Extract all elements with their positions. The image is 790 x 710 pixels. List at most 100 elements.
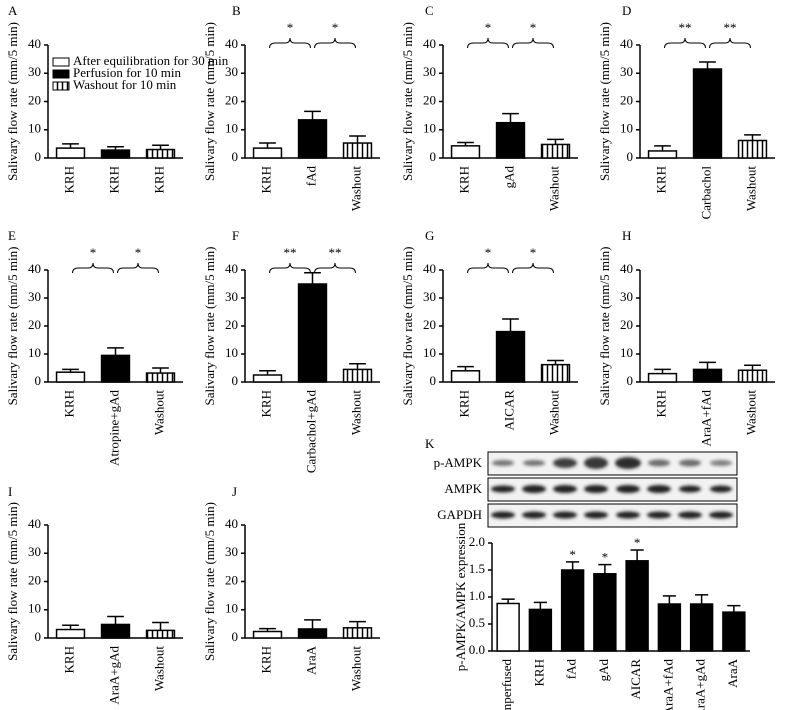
x-tick-label: Washout [743, 390, 758, 436]
bar [625, 560, 649, 652]
bar [692, 68, 723, 159]
y-tick-label: 0 [430, 373, 437, 388]
western-blot [487, 451, 738, 528]
x-tick-label: KRH [456, 390, 471, 417]
panel-label: H [622, 228, 631, 243]
y-tick-label: 40 [28, 36, 41, 51]
y-axis-label: Salivary flow rate (mm/5 min) [202, 247, 217, 406]
y-axis-label: Salivary flow rate (mm/5 min) [5, 502, 20, 661]
y-tick-label: 0.5 [469, 615, 485, 630]
y-tick-label: 40 [423, 261, 436, 276]
y-tick-label: 0 [232, 373, 239, 388]
panel-label: E [8, 228, 16, 243]
y-tick-label: 30 [28, 64, 41, 79]
bar [100, 623, 131, 639]
x-tick-label: KRH [531, 659, 546, 686]
x-tick-label: Carbachol+gAd [303, 390, 318, 474]
significance-bracket [72, 262, 114, 274]
bar [689, 603, 714, 652]
x-tick-label: AICAR [628, 659, 643, 700]
x-tick-label: Washout [348, 166, 363, 212]
y-tick-label: 10 [620, 345, 633, 360]
bar [450, 145, 481, 159]
bar [647, 372, 678, 383]
y-tick-label: 2.0 [469, 534, 485, 549]
panel-label: G [425, 228, 434, 243]
x-tick-label: KRH [653, 390, 668, 417]
panel-label: I [8, 484, 12, 499]
significance: * [135, 245, 142, 260]
x-tick-label: KRH [61, 166, 76, 193]
significance: * [602, 550, 609, 565]
significance-bracket [709, 37, 751, 49]
bar [100, 354, 131, 383]
y-tick-label: 20 [225, 317, 238, 332]
bar [737, 369, 768, 383]
significance: ** [679, 20, 692, 35]
significance-bracket [314, 37, 356, 49]
significance: ** [284, 245, 297, 260]
x-tick-label: KRH [61, 646, 76, 673]
significance: ** [724, 20, 737, 35]
y-tick-label: 30 [225, 544, 238, 559]
y-tick-label: 30 [620, 64, 633, 79]
y-tick-label: 0 [232, 149, 239, 164]
x-tick-label: AraA [303, 645, 318, 674]
x-tick-label: Washout [743, 166, 758, 212]
bar [145, 372, 176, 383]
x-tick-label: gAd [501, 166, 516, 189]
y-tick-label: 30 [225, 64, 238, 79]
significance: * [634, 535, 641, 550]
bar [252, 374, 283, 383]
panel-label: J [232, 484, 237, 499]
blot-label: AMPK [444, 481, 482, 496]
blot-box [487, 503, 738, 528]
y-axis-label: Salivary flow rate (mm/5 min) [597, 22, 612, 181]
x-tick-label: KRH [151, 166, 166, 193]
y-tick-label: 0 [232, 629, 239, 644]
y-tick-label: 10 [225, 121, 238, 136]
x-tick-label: KRH [258, 166, 273, 193]
x-tick-label: KRH [106, 166, 121, 193]
panel-label: F [232, 228, 239, 243]
bar [540, 363, 571, 383]
y-tick-label: 40 [620, 261, 633, 276]
bar [657, 603, 682, 652]
significance-bracket [467, 262, 509, 274]
significance: * [287, 20, 294, 35]
x-tick-label: Atropine+gAd [106, 390, 121, 466]
x-tick-label: Washout [546, 166, 561, 212]
legend-label: Perfusion for 10 min [73, 65, 181, 80]
y-axis-label: Salivary flow rate (mm/5 min) [202, 22, 217, 181]
bar [540, 143, 571, 159]
y-tick-label: 20 [423, 317, 436, 332]
y-tick-label: 10 [225, 345, 238, 360]
blot-label: p-AMPK [434, 455, 483, 470]
y-axis-label: Salivary flow rate (mm/5 min) [400, 22, 415, 181]
significance-bracket [314, 262, 356, 274]
y-tick-label: 20 [423, 92, 436, 107]
panel-label: A [8, 3, 18, 18]
y-tick-label: 20 [28, 92, 41, 107]
y-axis-label: Salivary flow rate (mm/5 min) [5, 22, 20, 181]
legend-label: Washout for 10 min [73, 77, 177, 92]
x-tick-label: Washout [546, 390, 561, 436]
bar [252, 147, 283, 159]
x-tick-label: Washout [151, 646, 166, 692]
bar [297, 628, 328, 639]
y-tick-label: 10 [225, 601, 238, 616]
significance: * [485, 245, 492, 260]
bar [145, 629, 176, 639]
panel-label: K [425, 436, 435, 451]
y-tick-label: 30 [423, 289, 436, 304]
y-tick-label: 0 [35, 373, 42, 388]
x-tick-label: Washout [348, 390, 363, 436]
y-tick-label: 20 [28, 572, 41, 587]
x-tick-label: AICAR [501, 390, 516, 431]
x-tick-label: KRH [456, 166, 471, 193]
y-tick-label: 40 [423, 36, 436, 51]
bar [647, 150, 678, 159]
blot-box [487, 477, 738, 502]
